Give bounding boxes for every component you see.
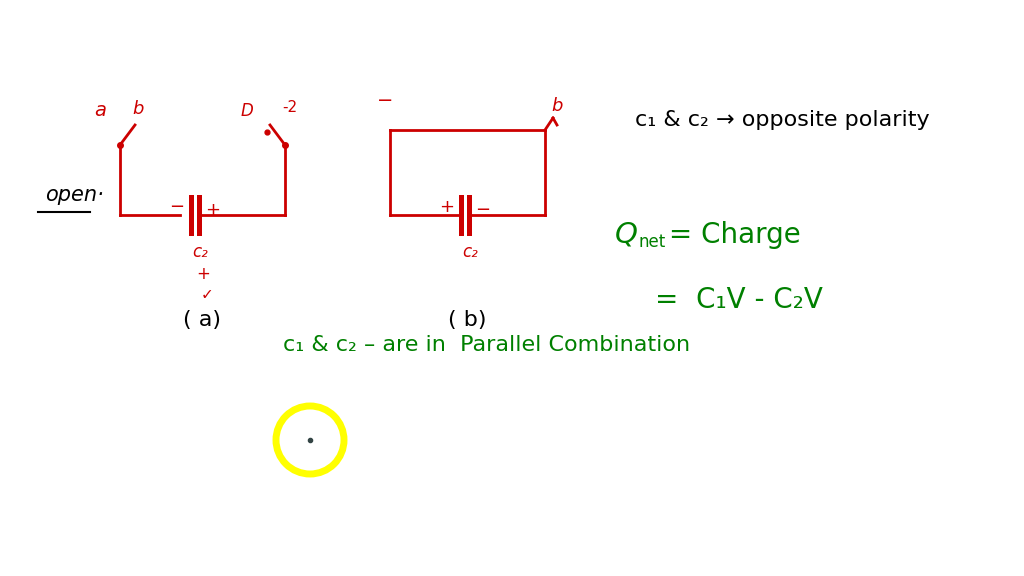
Text: a: a — [94, 101, 106, 120]
Text: ( b): ( b) — [447, 310, 486, 330]
Text: ( a): ( a) — [183, 310, 221, 330]
Text: b: b — [551, 97, 562, 115]
Text: net: net — [638, 233, 666, 251]
Text: +: + — [439, 198, 455, 216]
Text: b: b — [132, 100, 143, 118]
Text: +: + — [196, 265, 210, 283]
Text: = Charge: = Charge — [660, 221, 801, 249]
Text: −: − — [169, 198, 184, 216]
Text: =  C₁V - C₂V: = C₁V - C₂V — [655, 286, 823, 314]
Text: -2: -2 — [283, 100, 298, 115]
Text: c₂: c₂ — [462, 243, 478, 261]
Text: −: − — [475, 201, 490, 219]
Text: +: + — [206, 201, 220, 219]
Text: D: D — [241, 102, 253, 120]
Text: ✓: ✓ — [201, 287, 213, 302]
Text: c₁ & c₂ – are in  Parallel Combination: c₁ & c₂ – are in Parallel Combination — [283, 335, 690, 355]
Text: Q: Q — [615, 221, 638, 249]
Text: c₂: c₂ — [193, 243, 208, 261]
Text: −: − — [377, 91, 393, 110]
Text: c₁ & c₂ → opposite polarity: c₁ & c₂ → opposite polarity — [635, 110, 930, 130]
Text: open·: open· — [45, 185, 103, 205]
